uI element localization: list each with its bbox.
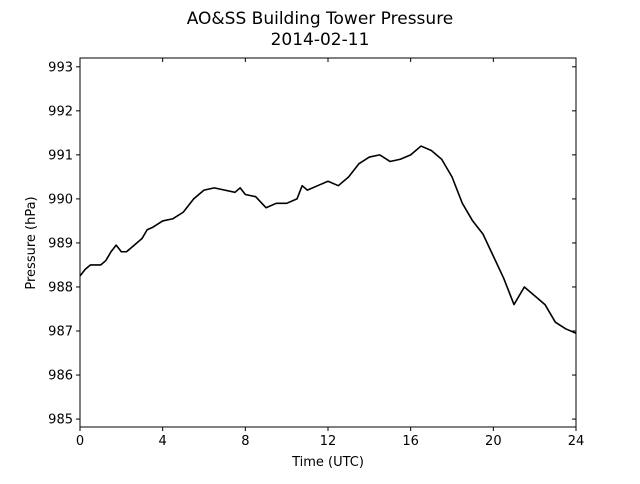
y-tick-label: 989: [48, 236, 73, 251]
data-line: [79, 145, 577, 334]
x-tick-label: 4: [159, 434, 167, 449]
y-tick-label: 985: [48, 413, 73, 428]
y-tick-label: 990: [48, 192, 73, 207]
y-axis-label: Pressure (hPa): [24, 196, 39, 289]
y-tick-label: 993: [48, 60, 73, 75]
y-tick-label: 986: [48, 369, 73, 384]
x-tick-label: 0: [76, 434, 84, 449]
x-tick-label: 12: [320, 434, 337, 449]
plot-frame: [79, 57, 577, 428]
x-axis-label: Time (UTC): [291, 455, 364, 470]
y-tick-label: 987: [48, 325, 73, 340]
y-tick-label: 991: [48, 148, 73, 163]
y-tick-label: 988: [48, 280, 73, 295]
chart-subtitle: 2014-02-11: [271, 30, 370, 50]
x-tick-label: 16: [402, 434, 419, 449]
x-tick-label: 20: [485, 434, 502, 449]
x-tick-label: 24: [568, 434, 585, 449]
x-tick-label: 8: [241, 434, 249, 449]
chart-title: AO&SS Building Tower Pressure: [187, 9, 454, 29]
y-tick-label: 992: [48, 104, 73, 119]
